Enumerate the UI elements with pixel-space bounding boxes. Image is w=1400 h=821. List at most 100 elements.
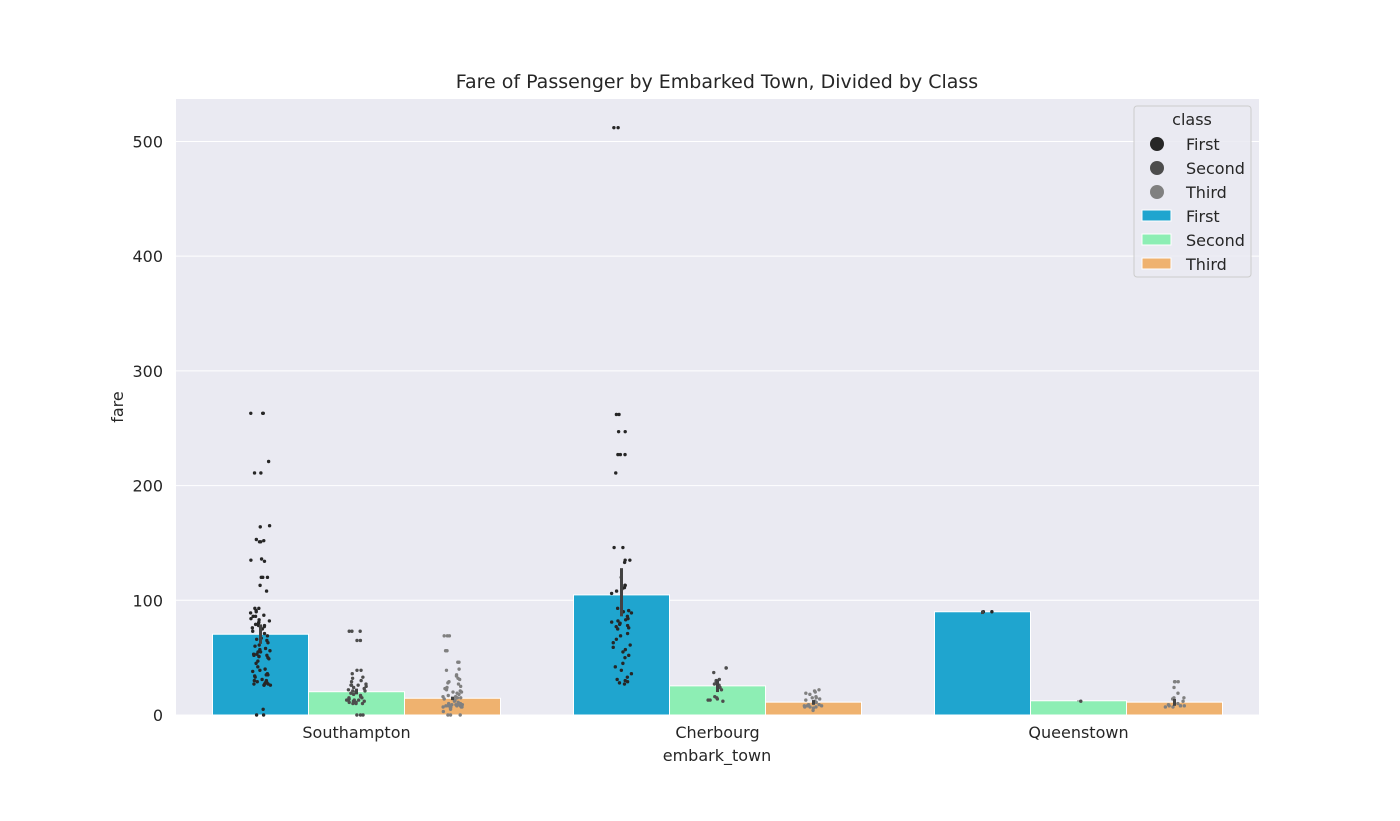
legend-label: Second xyxy=(1186,231,1245,250)
bar[interactable] xyxy=(404,697,501,716)
bars xyxy=(212,594,1223,716)
strip-point xyxy=(264,589,269,593)
strip-point xyxy=(457,667,461,671)
strip-point xyxy=(267,524,272,528)
strip-point xyxy=(447,634,452,638)
strip-point xyxy=(261,713,266,717)
legend[interactable]: class First Second Third First Second Third xyxy=(1133,105,1252,278)
strip-point xyxy=(254,661,258,666)
strip-point xyxy=(808,692,812,697)
strip-point xyxy=(611,645,615,650)
legend-title: class xyxy=(1172,110,1212,129)
strip-point xyxy=(258,583,262,588)
strip-point xyxy=(804,698,808,702)
strip-point xyxy=(1182,704,1187,708)
strip-point xyxy=(817,697,822,701)
legend-marker xyxy=(1150,161,1164,175)
strip-point xyxy=(263,667,267,671)
strip-point xyxy=(252,674,257,678)
strip-point xyxy=(814,694,818,699)
strip-point xyxy=(1171,705,1175,709)
strip-point xyxy=(251,652,256,656)
strip-point xyxy=(265,672,270,676)
chart-title: Fare of Passenger by Embarked Town, Divi… xyxy=(456,71,978,93)
legend-patch xyxy=(1141,233,1172,246)
x-axis-label: embark_town xyxy=(663,746,772,766)
strip-point xyxy=(355,668,359,672)
plot-background xyxy=(176,99,1259,715)
strip-point xyxy=(628,558,632,562)
y-tick-label: 200 xyxy=(132,477,163,496)
x-tick-label: Queenstown xyxy=(1028,723,1128,742)
strip-point xyxy=(454,673,459,677)
strip-point xyxy=(1166,702,1171,707)
strip-point xyxy=(990,610,994,614)
strip-point xyxy=(454,702,458,707)
strip-point xyxy=(625,623,630,628)
strip-point xyxy=(812,689,817,693)
strip-point xyxy=(251,614,255,619)
strip-point xyxy=(250,626,255,630)
strip-point xyxy=(262,623,267,628)
legend-label: First xyxy=(1186,207,1220,226)
bar[interactable] xyxy=(212,633,309,716)
strip-point xyxy=(441,694,445,699)
legend-patch xyxy=(1141,257,1172,270)
strip-point xyxy=(616,619,620,623)
legend-label: First xyxy=(1186,135,1220,154)
strip-point xyxy=(356,683,360,687)
strip-point xyxy=(802,704,807,708)
strip-point xyxy=(806,702,811,707)
strip-point xyxy=(258,668,262,672)
strip-point xyxy=(456,700,460,705)
bar[interactable] xyxy=(1030,700,1127,716)
strip-point xyxy=(623,558,627,562)
strip-point xyxy=(264,678,269,683)
strip-point xyxy=(623,429,627,434)
strip-point xyxy=(814,705,818,709)
strip-point xyxy=(625,675,630,679)
strip-point xyxy=(257,618,261,622)
strip-point xyxy=(623,647,628,652)
y-tick-label: 100 xyxy=(132,591,163,610)
strip-point xyxy=(817,688,821,692)
strip-point xyxy=(349,691,353,695)
strip-point xyxy=(347,696,351,700)
y-axis-label: fare xyxy=(108,391,127,423)
strip-point xyxy=(446,701,451,706)
strip-point xyxy=(441,709,446,714)
strip-point xyxy=(614,637,619,641)
strip-point xyxy=(1172,696,1176,700)
strip-point xyxy=(261,411,265,416)
strip-point xyxy=(358,629,362,633)
strip-point xyxy=(618,452,623,457)
strip-point xyxy=(622,682,627,686)
strip-point xyxy=(455,691,459,695)
strip-point xyxy=(626,608,631,613)
strip-point xyxy=(623,655,627,660)
strip-point xyxy=(458,684,463,689)
legend-label: Second xyxy=(1186,159,1245,178)
strip-point xyxy=(628,643,632,647)
strip-point xyxy=(361,675,365,679)
strip-point xyxy=(364,682,368,686)
strip-point xyxy=(255,680,259,684)
strip-point xyxy=(817,702,821,707)
strip-points xyxy=(248,125,1187,717)
strip-point xyxy=(609,620,614,624)
strip-point xyxy=(444,704,448,708)
strip-point xyxy=(609,591,614,596)
strip-point xyxy=(347,629,351,633)
strip-point xyxy=(618,621,622,625)
x-tick-label: Southampton xyxy=(302,723,410,742)
strip-point xyxy=(358,638,363,643)
strip-point xyxy=(253,614,258,619)
strip-point xyxy=(267,619,272,623)
bar[interactable] xyxy=(934,611,1031,716)
strip-point xyxy=(266,459,271,464)
strip-point xyxy=(258,525,262,529)
strip-point xyxy=(249,616,253,621)
strip-point xyxy=(443,649,448,653)
strip-point xyxy=(351,689,355,693)
